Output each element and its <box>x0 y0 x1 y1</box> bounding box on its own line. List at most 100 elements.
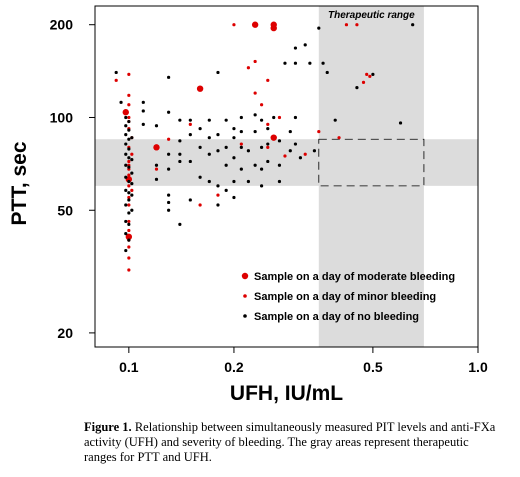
data-point-series-1 <box>266 145 270 149</box>
data-point-series-2 <box>259 145 264 149</box>
data-point-series-1 <box>253 91 257 95</box>
data-point-series-2 <box>124 163 128 167</box>
legend-marker <box>241 272 249 280</box>
data-point-series-2 <box>130 136 134 140</box>
data-point-series-2 <box>312 149 317 153</box>
data-point-series-1 <box>114 78 118 82</box>
data-point-series-1 <box>154 167 159 171</box>
data-point-series-2 <box>178 222 182 226</box>
data-point-series-2 <box>293 61 298 65</box>
data-point-series-1 <box>130 188 134 192</box>
data-point-series-1 <box>337 136 341 140</box>
legend-marker <box>243 294 247 298</box>
data-point-series-2 <box>130 182 134 186</box>
data-point-series-1 <box>127 115 131 120</box>
y-axis-title: PTT, sec <box>8 141 31 225</box>
data-point-series-2 <box>259 118 264 122</box>
data-point-series-2 <box>167 152 171 156</box>
data-point-series-2 <box>216 184 220 188</box>
data-point-series-2 <box>127 198 131 202</box>
data-point-series-2 <box>246 149 250 153</box>
data-point-series-2 <box>277 163 282 167</box>
y-tick-label: 100 <box>50 109 74 125</box>
data-point-series-1 <box>283 154 287 158</box>
data-point-series-2 <box>141 122 145 126</box>
data-point-series-2 <box>207 118 211 122</box>
data-point-series-1 <box>239 142 243 146</box>
data-point-series-2 <box>124 219 128 224</box>
legend-label: Sample on a day of minor bleeding <box>254 291 436 303</box>
data-point-series-1 <box>127 256 131 260</box>
data-point-series-1 <box>232 23 236 27</box>
data-point-series-2 <box>127 238 131 242</box>
data-point-series-2 <box>232 195 236 200</box>
ufh-therapeutic-band <box>318 6 424 347</box>
data-point-series-2 <box>303 43 307 47</box>
data-point-series-2 <box>127 128 131 132</box>
data-point-series-2 <box>130 158 134 162</box>
data-point-series-1 <box>246 66 250 70</box>
data-point-series-2 <box>239 167 243 171</box>
x-tick-label: 1.0 <box>468 359 488 375</box>
data-point-series-2 <box>259 167 264 171</box>
y-tick-label: 50 <box>57 202 73 218</box>
data-point-series-2 <box>321 61 325 65</box>
data-point-series-2 <box>277 179 282 184</box>
data-point-series-2 <box>127 165 131 169</box>
data-point-series-2 <box>253 163 257 167</box>
data-point-series-1 <box>317 129 321 134</box>
data-point-series-2 <box>124 203 128 207</box>
data-point-series-2 <box>325 70 329 75</box>
data-point-series-2 <box>216 149 220 153</box>
data-point-series-2 <box>178 152 182 156</box>
data-point-series-1 <box>277 115 282 120</box>
data-point-series-1 <box>303 152 307 156</box>
data-point-series-2 <box>178 118 182 122</box>
data-point-series-2 <box>232 136 236 140</box>
data-point-series-2 <box>411 23 415 27</box>
data-point-series-2 <box>167 208 171 212</box>
data-point-series-2 <box>317 26 321 30</box>
data-point-series-2 <box>239 129 243 134</box>
data-point-series-1 <box>266 78 270 82</box>
data-point-series-2 <box>124 248 128 253</box>
data-point-series-1 <box>127 173 131 177</box>
data-point-series-2 <box>207 136 211 140</box>
legend: Sample on a day of moderate bleeding Samp… <box>241 271 455 323</box>
data-point-series-2 <box>266 159 270 164</box>
data-point-series-1 <box>368 74 372 78</box>
data-point-series-0 <box>122 109 129 116</box>
data-point-series-2 <box>154 163 159 167</box>
legend-label: Sample on a day of no bleeding <box>254 311 419 323</box>
data-point-series-2 <box>127 137 131 141</box>
data-point-series-2 <box>198 127 202 131</box>
data-point-series-2 <box>293 142 298 146</box>
data-point-series-2 <box>198 145 202 149</box>
data-point-series-2 <box>239 145 243 149</box>
data-point-series-1 <box>127 219 131 224</box>
data-point-series-2 <box>124 231 128 236</box>
data-point-series-1 <box>216 193 220 197</box>
therapeutic-range-label: Therapeutic range <box>328 10 415 21</box>
data-point-series-2 <box>167 75 171 79</box>
data-point-series-1 <box>266 122 270 126</box>
data-point-series-1 <box>253 59 257 64</box>
data-point-series-2 <box>167 200 171 205</box>
data-point-series-2 <box>224 163 228 167</box>
data-point-series-1 <box>355 23 359 27</box>
data-point-series-2 <box>124 142 128 146</box>
data-point-series-2 <box>167 193 171 197</box>
data-point-series-0 <box>125 233 133 241</box>
data-point-series-2 <box>127 119 131 124</box>
data-point-series-2 <box>127 211 131 215</box>
data-point-series-2 <box>298 156 303 160</box>
data-point-series-1 <box>127 195 131 200</box>
data-point-series-2 <box>308 61 312 65</box>
data-point-series-2 <box>154 124 159 128</box>
data-point-series-2 <box>216 132 220 137</box>
legend-marker <box>243 314 247 318</box>
data-point-series-1 <box>344 23 349 27</box>
data-point-series-2 <box>178 139 182 143</box>
data-point-series-2 <box>398 121 403 125</box>
data-point-series-2 <box>188 132 192 137</box>
